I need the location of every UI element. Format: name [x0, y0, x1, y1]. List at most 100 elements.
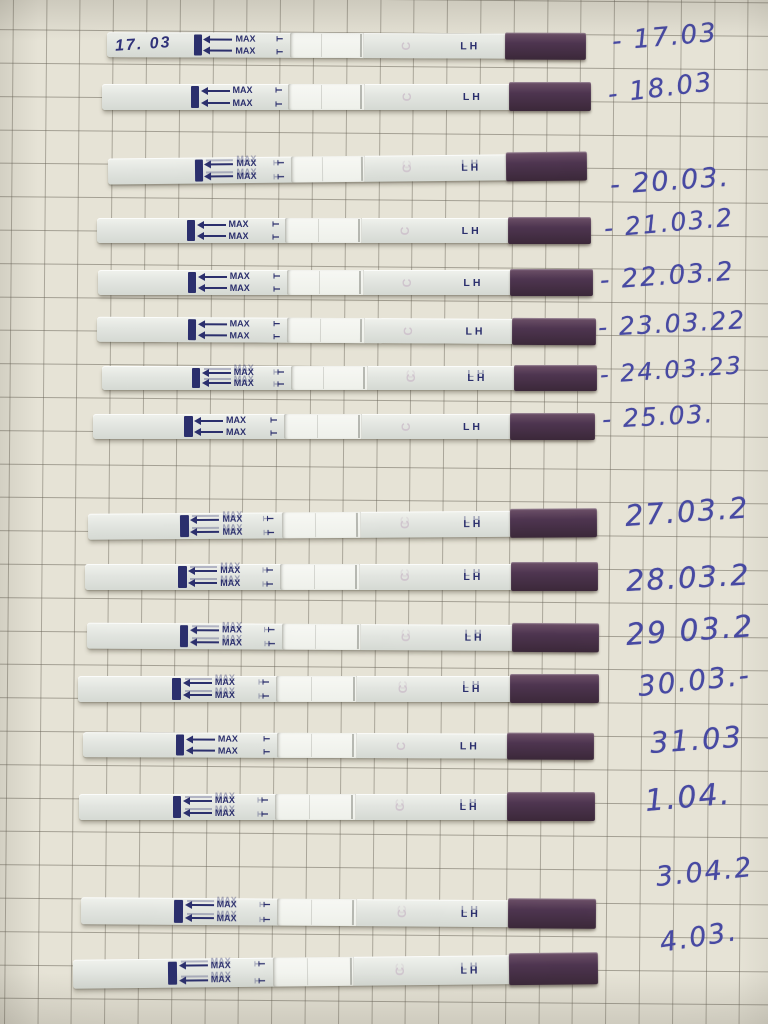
lh-test-strip: MAX MAX T T C LH [97, 216, 592, 244]
t-mark: T [274, 35, 285, 42]
t-mark: T [270, 234, 281, 241]
left-arrow-icon [192, 518, 220, 521]
c-label: C [398, 41, 413, 51]
t-mark: T [259, 811, 270, 817]
c-label: C [394, 908, 409, 918]
test-line-marks: T T [266, 514, 276, 536]
handle-band [508, 952, 598, 986]
max-label: MAX [220, 565, 241, 576]
max-dip-arrows: MAX MAX [180, 960, 246, 985]
strip-seam [317, 219, 319, 242]
test-line-marks: T T [273, 86, 284, 108]
lh-label: LH [459, 801, 480, 813]
t-mark: T [266, 641, 277, 647]
max-dip-arrows: MAX MAX [201, 368, 265, 388]
strip-seam [321, 33, 323, 57]
handle-band [507, 792, 595, 822]
lh-label: LH [465, 325, 486, 338]
test-line-marks: T T [261, 678, 271, 700]
max-dip-arrows: MAX MAX [192, 514, 255, 537]
control-band: C [375, 84, 436, 110]
max-label: MAX [214, 677, 235, 688]
handle-band [509, 268, 594, 296]
handwritten-date: - 25.03. [601, 399, 716, 434]
left-arrow-icon [205, 49, 233, 52]
c-label: C [398, 422, 413, 431]
left-arrow-icon [182, 691, 212, 700]
c-label: C [400, 92, 415, 102]
t-mark: T [261, 901, 272, 908]
max-label: MAX [221, 637, 243, 648]
test-line-marks: T T [275, 368, 286, 389]
max-arrow-row: MAX [205, 33, 264, 44]
max-dip-arrows: MAX MAX [182, 677, 249, 700]
t-mark: T [275, 381, 286, 388]
max-level-line [184, 416, 193, 437]
strip-seam [323, 366, 325, 390]
max-level-line [186, 220, 196, 241]
max-label: MAX [214, 795, 235, 806]
control-band: C [368, 733, 432, 758]
t-mark: T [273, 87, 284, 93]
max-arrow-row: MAX [197, 272, 261, 281]
strip-seam [360, 156, 363, 181]
lh-label: LH [462, 91, 483, 103]
max-label: MAX [229, 330, 250, 341]
left-arrow-icon [205, 38, 233, 41]
t-mark: T [256, 960, 267, 967]
left-arrow-icon [197, 272, 227, 281]
result-window [276, 676, 358, 702]
max-dip-arrows: MAX MAX [186, 900, 251, 923]
max-label: MAX [222, 526, 243, 537]
max-arrow-row: MAX [199, 330, 262, 341]
test-line-marks: T T [269, 416, 279, 438]
lh-label: LH [463, 571, 484, 583]
strip-seam [356, 512, 359, 537]
max-arrow-row: MAX [194, 415, 258, 426]
lh-label: LH [463, 420, 483, 433]
strip-seam [320, 85, 322, 109]
left-arrow-icon [200, 99, 230, 108]
max-arrow-row: MAX [199, 319, 262, 329]
t-mark: T [275, 174, 287, 180]
lh-test-strip: MAX MAX T T C LH [86, 622, 599, 653]
t-mark: T [261, 749, 272, 755]
t-mark: T [271, 273, 282, 279]
max-arrow-row: MAX [188, 565, 253, 576]
result-window [280, 564, 360, 590]
max-arrow-row: MAX [192, 526, 255, 537]
handle-band [511, 317, 597, 346]
max-level-line [174, 900, 184, 923]
max-arrow-row: MAX [187, 745, 251, 755]
t-mark: T [274, 49, 285, 55]
result-window [288, 84, 365, 110]
lh-test-strip: MAX MAX T T C LH [93, 412, 595, 440]
left-arrow-icon [206, 175, 234, 178]
left-arrow-icon [199, 322, 227, 326]
max-arrow-row: MAX [180, 974, 246, 985]
c-label: C [398, 632, 414, 642]
control-band: C [366, 956, 432, 986]
left-arrow-icon [201, 379, 231, 388]
max-arrow-row: MAX [182, 689, 249, 700]
lh-test-strip: MAX MAX T T C LH [78, 674, 599, 704]
max-label: MAX [226, 415, 246, 426]
c-label: C [399, 163, 415, 173]
left-arrow-icon [188, 579, 218, 588]
strip-seam [359, 271, 362, 294]
max-label: MAX [235, 33, 256, 44]
handle-band [506, 732, 594, 760]
left-arrow-icon [192, 641, 220, 644]
max-label: MAX [214, 689, 235, 700]
strip-seam [309, 795, 311, 819]
test-line-marks: T T [271, 272, 282, 294]
max-dip-arrows: MAX MAX [194, 415, 258, 437]
lh-test-strip: MAX MAX T T C LH [87, 508, 597, 540]
max-label: MAX [228, 219, 249, 230]
strip-seam [310, 899, 312, 925]
max-dip-arrows: MAX MAX [188, 565, 253, 588]
max-label: MAX [236, 170, 257, 181]
t-mark: T [261, 735, 272, 742]
max-arrow-row: MAX [205, 45, 264, 55]
max-arrow-row: MAX [187, 734, 251, 744]
